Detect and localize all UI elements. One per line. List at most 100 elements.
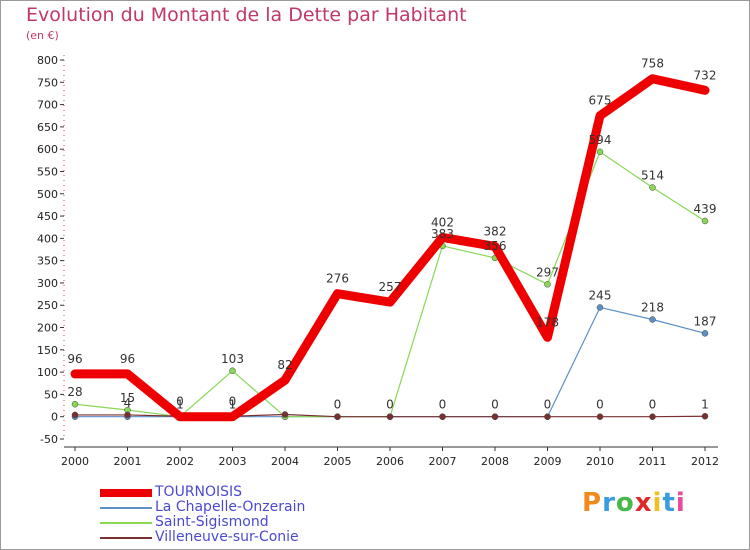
x-tick-label: 2004 (271, 455, 299, 468)
data-label: 1 (701, 397, 709, 411)
x-tick-label: 2008 (481, 455, 509, 468)
data-label: 0 (544, 398, 552, 412)
data-label: 82 (277, 358, 292, 372)
series-point-0 (71, 369, 79, 378)
logo-letter: o (615, 488, 635, 518)
x-tick-label: 2006 (376, 455, 404, 468)
x-tick-label: 2002 (166, 455, 194, 468)
series-point-3 (281, 411, 289, 418)
data-label: 383 (431, 227, 454, 241)
series-point-2 (649, 184, 656, 191)
data-labels: 96 96 0 0 82 276 257 402 382 178 675 758 732 245 218 18… (67, 57, 716, 412)
data-label: 0 (386, 398, 394, 412)
legend-label: La Chapelle-Onzerain (155, 499, 306, 515)
data-label: 0 (439, 398, 447, 412)
logo-letter: i (652, 488, 663, 518)
legend-item: TOURNOISIS (100, 484, 400, 500)
data-label: 0 (596, 398, 604, 412)
y-tick-label: 100 (37, 366, 58, 379)
y-tick-label: 700 (37, 99, 58, 112)
proxiti-logo: Proxiti (582, 488, 686, 518)
x-tick-label: 2000 (61, 455, 89, 468)
series-point-3 (71, 411, 79, 419)
y-tick-label: 0 (51, 411, 58, 424)
data-label: 0 (229, 395, 237, 409)
series-point-1 (596, 304, 604, 311)
series-point-0 (281, 376, 289, 385)
series-point-3 (334, 413, 341, 420)
y-tick-label: 250 (37, 299, 58, 312)
data-label: 103 (221, 352, 244, 366)
x-tick-label: 2011 (639, 455, 667, 468)
y-tick-label: 650 (37, 121, 58, 134)
data-label: 96 (120, 352, 135, 366)
data-label: 0 (649, 398, 657, 412)
y-tick-label: 150 (37, 344, 58, 357)
data-label: 402 (431, 215, 454, 229)
data-label: 0 (334, 398, 342, 412)
series-point-2 (596, 148, 604, 156)
legend-item: Villeneuve-sur-Conie (100, 529, 400, 545)
series-point-3 (649, 413, 656, 420)
series-point-0 (333, 289, 342, 298)
y-tick-label: 350 (37, 255, 58, 268)
data-label: 675 (589, 94, 612, 108)
data-label: 178 (536, 315, 559, 329)
series-line-0 (70, 74, 710, 422)
legend: TOURNOISIS La Chapelle-Onzerain Saint-Sigi… (100, 484, 400, 545)
legend-swatch (100, 522, 152, 524)
series-point-1 (701, 330, 709, 337)
logo-letter: i (675, 488, 686, 518)
axes: -500501001502002503003504004505005506006… (37, 54, 719, 468)
legend-label: Saint-Sigismond (155, 514, 269, 530)
series-point-0 (701, 86, 709, 95)
x-tick-label: 2012 (691, 455, 719, 468)
y-tick-label: 400 (37, 232, 58, 245)
series-lines (70, 74, 710, 422)
data-label: 276 (326, 272, 349, 286)
legend-swatch (100, 489, 152, 497)
logo-letter: t (662, 488, 676, 518)
series-point-0 (491, 242, 499, 251)
data-label: 514 (641, 169, 664, 183)
y-tick-label: 500 (37, 188, 58, 201)
data-label: 758 (641, 57, 664, 71)
data-label: 382 (484, 224, 507, 238)
data-label: 1 (229, 397, 237, 411)
legend-label: Villeneuve-sur-Conie (155, 529, 299, 545)
series-point-3 (439, 413, 446, 420)
y-tick-label: 800 (37, 54, 58, 67)
y-tick-label: 450 (37, 210, 58, 223)
x-tick-label: 2003 (219, 455, 247, 468)
x-tick-label: 2007 (429, 455, 457, 468)
chart-unit: (en €) (26, 29, 59, 42)
x-tick-label: 2010 (586, 455, 614, 468)
legend-swatch (100, 537, 152, 539)
legend-item: La Chapelle-Onzerain (100, 499, 400, 515)
series-point-0 (648, 74, 657, 83)
data-label: 218 (641, 301, 664, 315)
data-label: 356 (484, 239, 507, 253)
data-label: 732 (694, 68, 717, 82)
data-label: 187 (694, 314, 717, 328)
series-point-2 (71, 400, 79, 408)
series-point-2 (544, 281, 551, 288)
y-tick-label: 750 (37, 76, 58, 89)
y-tick-label: 550 (37, 165, 58, 178)
data-label: 15 (120, 391, 135, 405)
series-point-3 (386, 413, 394, 420)
x-tick-label: 2009 (534, 455, 562, 468)
y-tick-label: 200 (37, 322, 58, 335)
data-label: 0 (491, 398, 499, 412)
logo-letter: x (634, 488, 653, 518)
data-label: 257 (379, 280, 402, 294)
series-point-0 (176, 412, 184, 421)
series-point-0 (438, 233, 447, 242)
logo-letter: r (602, 488, 616, 518)
series-point-3 (544, 413, 551, 420)
y-tick-label: -50 (40, 433, 58, 446)
x-tick-label: 2001 (114, 455, 142, 468)
data-label: 1 (176, 397, 184, 411)
